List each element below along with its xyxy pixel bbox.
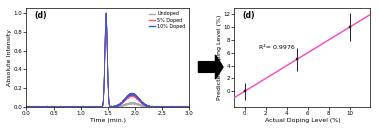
X-axis label: Time (min.): Time (min.) [90,118,126,123]
Text: R²= 0.9976: R²= 0.9976 [259,45,294,50]
Text: (d): (d) [243,11,255,20]
Legend: Undoped, 5% Doped, 10% Doped: Undoped, 5% Doped, 10% Doped [149,10,187,30]
Y-axis label: Absolute Intensity: Absolute Intensity [7,29,12,86]
Text: (d): (d) [35,11,47,20]
X-axis label: Actual Doping Level (%): Actual Doping Level (%) [265,118,340,123]
Y-axis label: Predicted Doping Level (%): Predicted Doping Level (%) [217,15,222,100]
